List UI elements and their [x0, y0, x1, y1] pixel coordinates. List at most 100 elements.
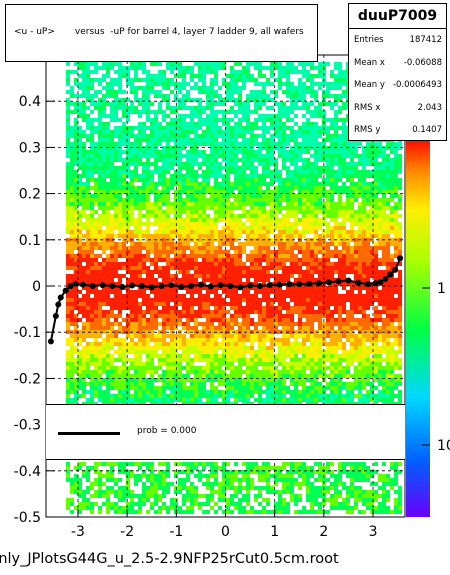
heat-cell [122, 222, 126, 226]
heat-cell [102, 138, 106, 142]
heat-cell [70, 202, 74, 206]
heat-cell [266, 358, 270, 362]
heat-cell [254, 138, 258, 142]
heat-cell [118, 102, 122, 106]
heat-cell [94, 494, 98, 498]
heat-cell [66, 134, 70, 138]
heat-cell [86, 154, 90, 158]
heat-cell [266, 386, 270, 390]
heat-cell [242, 202, 246, 206]
heat-cell [266, 194, 270, 198]
heat-cell [190, 338, 194, 342]
heat-cell [254, 334, 258, 338]
heat-cell [66, 358, 70, 362]
heat-cell [106, 510, 110, 514]
heat-cell [190, 378, 194, 382]
heat-cell [182, 382, 186, 386]
heat-cell [98, 374, 102, 378]
heat-cell [98, 114, 102, 118]
heat-cell [274, 62, 278, 66]
heat-cell [190, 462, 194, 466]
heat-cell [66, 262, 70, 266]
heat-cell [194, 502, 198, 506]
heat-cell [118, 378, 122, 382]
heat-cell [210, 330, 214, 334]
heat-cell [158, 498, 162, 502]
heat-cell [162, 286, 166, 290]
heat-cell [266, 98, 270, 102]
heat-cell [266, 262, 270, 266]
heat-cell [174, 358, 178, 362]
heat-cell [218, 490, 222, 494]
heat-cell [130, 162, 134, 166]
heat-cell [238, 170, 242, 174]
heat-cell [298, 342, 302, 346]
heat-cell [118, 246, 122, 250]
heat-cell [150, 466, 154, 470]
heat-cell [66, 254, 70, 258]
heat-cell [154, 474, 158, 478]
heat-cell [206, 378, 210, 382]
heat-cell [110, 174, 114, 178]
heat-cell [274, 78, 278, 82]
heat-cell [258, 354, 262, 358]
heat-cell [246, 370, 250, 374]
heat-cell [298, 366, 302, 370]
heat-cell [118, 226, 122, 230]
heat-cell [266, 210, 270, 214]
heat-cell [190, 254, 194, 258]
heat-cell [170, 70, 174, 74]
heat-cell [226, 398, 230, 402]
heat-cell [66, 82, 70, 86]
heat-cell [182, 218, 186, 222]
heat-cell [170, 354, 174, 358]
heat-cell [90, 174, 94, 178]
heat-cell [142, 214, 146, 218]
heat-cell [70, 290, 74, 294]
heat-cell [242, 270, 246, 274]
heat-cell [162, 290, 166, 294]
heat-cell [138, 474, 142, 478]
heat-cell [202, 386, 206, 390]
heat-cell [94, 278, 98, 282]
heat-cell [98, 482, 102, 486]
heat-cell [234, 178, 238, 182]
heat-cell [138, 158, 142, 162]
heat-cell [158, 210, 162, 214]
heat-cell [118, 370, 122, 374]
heat-cell [118, 350, 122, 354]
heat-cell [206, 218, 210, 222]
heat-cell [238, 190, 242, 194]
heat-cell [270, 334, 274, 338]
heat-cell [250, 306, 254, 310]
heat-cell [226, 118, 230, 122]
heat-cell [130, 250, 134, 254]
heat-cell [242, 162, 246, 166]
heat-cell [214, 114, 218, 118]
heat-cell [170, 246, 174, 250]
heat-cell [234, 126, 238, 130]
heat-cell [254, 98, 258, 102]
heat-cell [202, 186, 206, 190]
heat-cell [98, 106, 102, 110]
heat-cell [94, 366, 98, 370]
heat-cell [210, 78, 214, 82]
heat-cell [234, 490, 238, 494]
heat-cell [102, 186, 106, 190]
heat-cell [286, 478, 290, 482]
heat-cell [294, 94, 298, 98]
heat-cell [138, 78, 142, 82]
heat-cell [86, 94, 90, 98]
heat-cell [274, 358, 278, 362]
heat-cell [266, 222, 270, 226]
heat-cell [150, 502, 154, 506]
heat-cell [286, 302, 290, 306]
heat-cell [142, 138, 146, 142]
heat-cell [102, 278, 106, 282]
heat-cell [218, 126, 222, 130]
heat-cell [270, 214, 274, 218]
heat-cell [210, 378, 214, 382]
heat-cell [242, 146, 246, 150]
heat-cell [166, 230, 170, 234]
heat-cell [130, 210, 134, 214]
